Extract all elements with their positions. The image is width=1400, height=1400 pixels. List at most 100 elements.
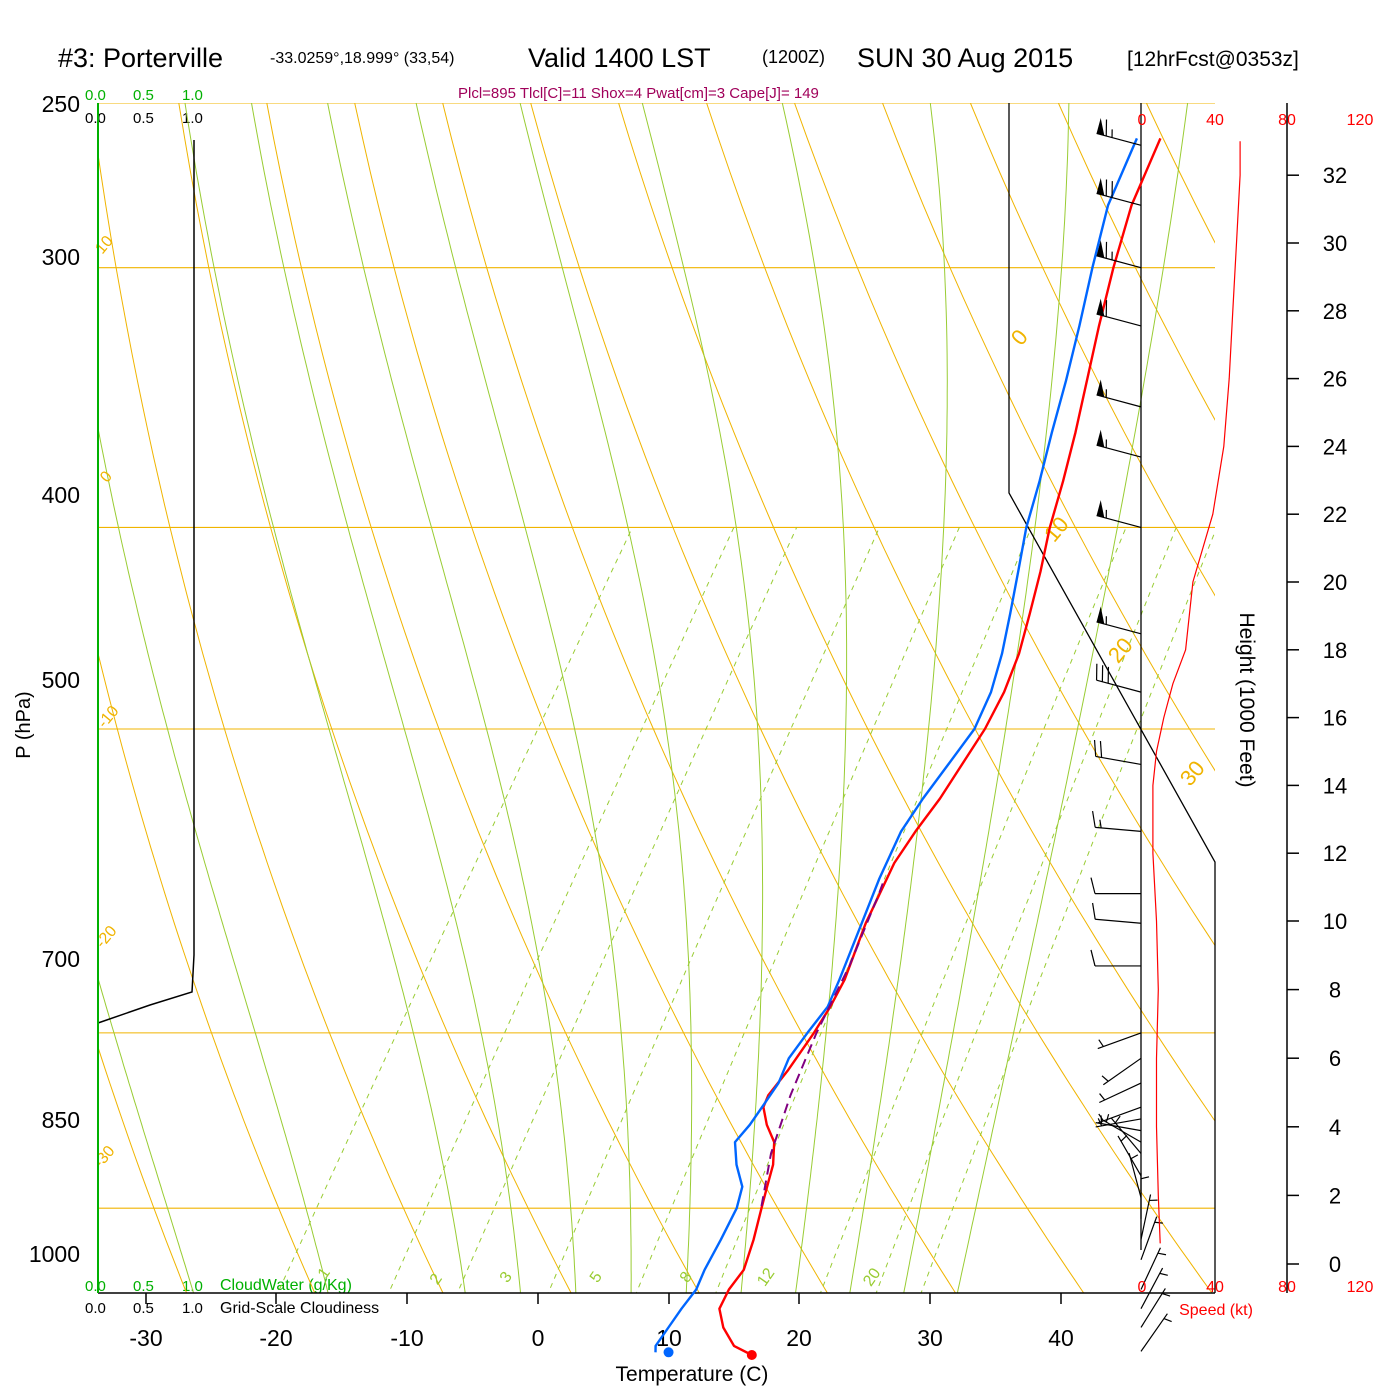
wind-barb xyxy=(1091,902,1142,924)
moist-adiabat xyxy=(781,103,848,1293)
wind-barb xyxy=(1096,606,1142,635)
cloudiness-line xyxy=(97,140,195,1024)
wind-barb xyxy=(1128,1152,1142,1198)
temperature-axis: -30 -20 -10 0 10 20 30 40 xyxy=(129,1325,1073,1351)
wind-barb xyxy=(1095,663,1142,693)
dry-adiabat xyxy=(442,103,957,1293)
mixing-ratio-label: 20 xyxy=(860,1265,884,1289)
dry-adiabat-label: 10 xyxy=(1039,512,1074,547)
surface-temperature-dot xyxy=(746,1350,757,1360)
temperature-tick: 40 xyxy=(1048,1325,1074,1351)
pressure-tick: 500 xyxy=(42,667,80,693)
cloud-tick: 0.5 xyxy=(133,1300,154,1317)
wind-barb xyxy=(1140,1194,1158,1240)
wind-barb xyxy=(1101,1057,1142,1086)
pressure-tick: 250 xyxy=(42,91,80,117)
wind-barbs xyxy=(1090,117,1172,1352)
cloudiness-profile xyxy=(97,140,195,1024)
temperature-tick: -10 xyxy=(390,1325,423,1351)
wind-barb xyxy=(1140,1267,1168,1309)
mixing-ratio-label: 8 xyxy=(677,1269,696,1286)
moist-adiabat xyxy=(641,103,764,1293)
speed-tick: 120 xyxy=(1347,112,1374,129)
moist-adiabat xyxy=(415,103,632,1293)
moist-adiabat xyxy=(98,976,195,1293)
cloudiness-label: Grid-Scale Cloudiness xyxy=(220,1300,379,1317)
dry-adiabat-label: 10 xyxy=(92,233,117,258)
mixing-ratio-line xyxy=(635,527,960,1293)
valid-date: SUN 30 Aug 2015 xyxy=(857,43,1073,73)
moist-adiabat xyxy=(327,103,577,1293)
cloud-tick: 0.0 xyxy=(85,1278,106,1295)
dry-adiabat xyxy=(1303,66,1400,1400)
wind-barb xyxy=(1100,1114,1142,1143)
pressure-tick: 1000 xyxy=(29,1241,80,1267)
wind-barb xyxy=(1097,1106,1142,1124)
wind-barb xyxy=(1140,1172,1150,1219)
station-coords: -33.0259°,18.999° (33,54) xyxy=(270,50,454,67)
cloud-tick: 0.5 xyxy=(133,1278,154,1295)
dry-adiabat-label: -20 xyxy=(93,923,121,952)
mixing-ratio-line xyxy=(875,527,1177,1293)
dry-adiabat-label: 20 xyxy=(1103,633,1138,668)
dry-adiabat xyxy=(1390,66,1400,1400)
cloud-tick: 0.5 xyxy=(133,110,154,127)
station-title: #3: Porterville xyxy=(58,43,223,73)
utc-time: (1200Z) xyxy=(762,47,825,67)
wind-barb xyxy=(1097,1032,1142,1050)
mixing-ratio-label: 3 xyxy=(497,1269,516,1286)
background-lines xyxy=(98,66,1400,1400)
height-tick: 20 xyxy=(1323,570,1347,595)
wind-barb xyxy=(1096,379,1142,408)
dry-adiabat xyxy=(98,651,316,1293)
mixing-ratio-line xyxy=(277,527,633,1293)
dry-adiabat xyxy=(530,103,1085,1293)
moist-adiabat xyxy=(184,103,466,1293)
dry-adiabat xyxy=(98,150,444,1293)
height-tick: 18 xyxy=(1323,638,1347,663)
dry-adiabat xyxy=(881,103,1215,772)
wind-barb xyxy=(1096,117,1142,146)
dry-adiabat xyxy=(793,103,1215,947)
height-tick: 14 xyxy=(1323,773,1347,798)
height-tick: 4 xyxy=(1329,1115,1341,1140)
wind-barb xyxy=(1090,949,1141,967)
height-tick: 6 xyxy=(1329,1046,1341,1071)
cloud-tick: 1.0 xyxy=(182,87,203,104)
wind-barb xyxy=(1140,1247,1167,1290)
height-tick: 22 xyxy=(1323,502,1347,527)
height-tick: 32 xyxy=(1323,163,1347,188)
wind-barb xyxy=(1140,1313,1172,1352)
mixing-ratio-label: 12 xyxy=(754,1265,778,1289)
cloudwater-scale-bottom: 0.0 0.5 1.0 CloudWater (g/Kg) xyxy=(85,1277,352,1295)
temperature-axis-title: Temperature (C) xyxy=(616,1363,769,1386)
mixing-ratio-line xyxy=(388,527,735,1293)
pressure-axis: 250 300 400 500 700 850 1000 xyxy=(29,91,80,1267)
wind-barb xyxy=(1096,500,1142,529)
speed-axis-bottom: 0 40 80 120 xyxy=(1138,1279,1374,1296)
speed-axis-top: 0 40 80 120 xyxy=(1138,112,1374,129)
temperature-tick: 30 xyxy=(917,1325,943,1351)
wind-barb xyxy=(1140,1288,1171,1328)
height-tick: 12 xyxy=(1323,841,1347,866)
wind-barb xyxy=(1096,240,1142,269)
wind-barb xyxy=(1096,429,1142,458)
wind-barb xyxy=(1110,1115,1142,1154)
speed-tick: 0 xyxy=(1138,112,1147,129)
dry-adiabat xyxy=(98,1045,188,1293)
height-tick: 10 xyxy=(1323,909,1347,934)
wind-barb xyxy=(1096,298,1142,327)
speed-tick: 40 xyxy=(1206,1279,1224,1296)
cloud-tick: 1.0 xyxy=(182,1278,203,1295)
moist-adiabat xyxy=(849,103,948,1293)
moist-adiabat xyxy=(903,103,1070,1293)
dry-adiabat-label: 0 xyxy=(1006,324,1033,349)
pressure-tick: 850 xyxy=(42,1107,80,1133)
height-tick: 28 xyxy=(1323,299,1347,324)
dry-adiabat xyxy=(1057,103,1215,421)
height-tick: 16 xyxy=(1323,706,1347,731)
height-tick: 8 xyxy=(1329,978,1341,1003)
wind-speed-profile xyxy=(1152,141,1241,1244)
